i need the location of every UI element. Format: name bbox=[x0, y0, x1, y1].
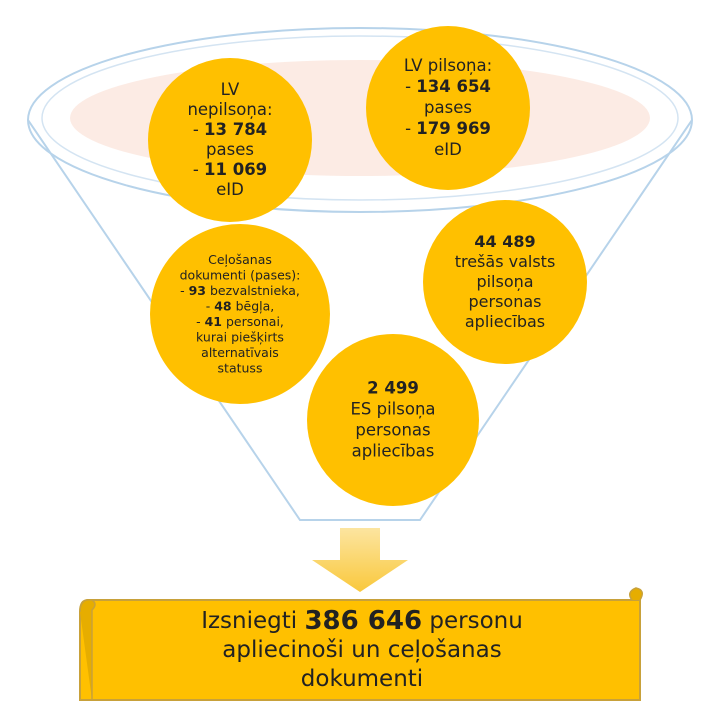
text: eID bbox=[434, 140, 462, 159]
text: personas bbox=[355, 420, 430, 439]
text: eID bbox=[216, 180, 244, 199]
text: dokumenti (pases): bbox=[180, 267, 301, 282]
bold-number: 11 069 bbox=[204, 160, 267, 179]
text: LV bbox=[221, 80, 240, 99]
banner-curl-left bbox=[79, 599, 96, 700]
text: personas bbox=[469, 292, 542, 311]
text: ES pilsoņa bbox=[350, 399, 435, 418]
text-line: ES pilsoņa bbox=[350, 399, 435, 418]
text-line: eID bbox=[216, 180, 244, 199]
text: dokumenti bbox=[301, 666, 423, 692]
text-line: personas bbox=[355, 420, 430, 439]
circle bbox=[148, 58, 312, 222]
text-line: dokumenti (pases): bbox=[180, 267, 301, 282]
text: - bbox=[193, 160, 204, 179]
text-line: pilsoņa bbox=[476, 272, 533, 291]
circle bbox=[366, 26, 530, 190]
text: pases bbox=[206, 140, 254, 159]
text: - bbox=[405, 77, 416, 96]
text: LV pilsoņa: bbox=[404, 56, 492, 75]
text-line: statuss bbox=[218, 360, 263, 375]
text-line: - 13 784 bbox=[193, 120, 267, 139]
text-line: apliecības bbox=[352, 441, 435, 460]
text: apliecības bbox=[352, 441, 435, 460]
text-line: dokumenti bbox=[301, 666, 423, 692]
text-line: - 11 069 bbox=[193, 160, 267, 179]
text: - bbox=[206, 298, 214, 313]
bold-number: 179 969 bbox=[416, 119, 491, 138]
text: bezvalstnieka, bbox=[206, 282, 300, 297]
arrow bbox=[312, 528, 408, 592]
bold-number: 2 499 bbox=[367, 378, 419, 397]
text: apliecības bbox=[465, 312, 545, 331]
bold-number: 41 bbox=[205, 313, 222, 328]
text: pilsoņa bbox=[476, 272, 533, 291]
text: - bbox=[193, 120, 204, 139]
text-line: LV pilsoņa: bbox=[404, 56, 492, 75]
text-line: Ceļošanas bbox=[208, 251, 272, 266]
funnel-rim-inner bbox=[41, 35, 679, 201]
text: pases bbox=[424, 98, 472, 117]
text: statuss bbox=[218, 360, 263, 375]
circle bbox=[150, 224, 330, 404]
text-line: 2 499 bbox=[367, 378, 419, 397]
bold-number: 44 489 bbox=[474, 232, 535, 251]
text: - bbox=[180, 282, 188, 297]
circle bbox=[423, 200, 587, 364]
text-line: alternatīvais bbox=[201, 344, 279, 359]
text: personu bbox=[422, 608, 523, 634]
text-line: - 179 969 bbox=[405, 119, 491, 138]
bold-number: 386 646 bbox=[304, 606, 422, 636]
text-line: - 134 654 bbox=[405, 77, 491, 96]
circle-group: 2 499 ES pilsoņa personas apliecības bbox=[307, 334, 479, 506]
text-line: nepilsoņa: bbox=[187, 100, 272, 119]
text-line: kurai piešķirts bbox=[196, 329, 284, 344]
text-line: trešās valsts bbox=[455, 252, 556, 271]
funnel-rim bbox=[27, 27, 693, 213]
text-line: - 41 personai, bbox=[196, 313, 284, 328]
bold-number: 134 654 bbox=[416, 77, 491, 96]
text: Izsniegti bbox=[201, 608, 304, 634]
text-line: LV bbox=[221, 80, 240, 99]
text-line: Izsniegti 386 646 personu bbox=[201, 606, 523, 636]
text-line: pases bbox=[206, 140, 254, 159]
bold-number: 48 bbox=[214, 298, 231, 313]
circle bbox=[307, 334, 479, 506]
text: kurai piešķirts bbox=[196, 329, 284, 344]
bold-number: 93 bbox=[189, 282, 206, 297]
text-line: apliecības bbox=[465, 312, 545, 331]
text: Ceļošanas bbox=[208, 251, 272, 266]
text: - bbox=[405, 119, 416, 138]
text-line: eID bbox=[434, 140, 462, 159]
text-line: personas bbox=[469, 292, 542, 311]
text-line: 44 489 bbox=[474, 232, 535, 251]
text: trešās valsts bbox=[455, 252, 556, 271]
text: bēgļa, bbox=[232, 298, 275, 313]
text-line: - 93 bezvalstnieka, bbox=[180, 282, 300, 297]
text: apliecinoši un ceļošanas bbox=[222, 637, 501, 663]
text: alternatīvais bbox=[201, 344, 279, 359]
banner-curl-right bbox=[629, 587, 643, 601]
text: nepilsoņa: bbox=[187, 100, 272, 119]
text-line: pases bbox=[424, 98, 472, 117]
text: personai, bbox=[222, 313, 284, 328]
text-line: - 48 bēgļa, bbox=[206, 298, 275, 313]
text: - bbox=[196, 313, 204, 328]
bold-number: 13 784 bbox=[204, 120, 267, 139]
text-line: apliecinoši un ceļošanas bbox=[222, 637, 501, 663]
